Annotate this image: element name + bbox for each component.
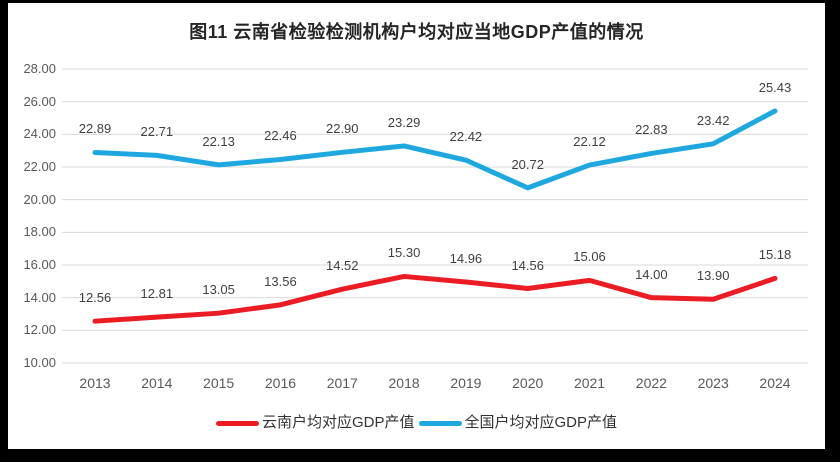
data-label: 22.42 — [449, 129, 483, 145]
x-tick-label: 2016 — [264, 375, 297, 391]
x-tick-label: 2021 — [573, 375, 606, 391]
data-label: 12.56 — [78, 290, 112, 306]
red-line-swatch-icon — [215, 420, 259, 426]
data-label: 20.72 — [511, 156, 544, 172]
y-tick-label: 28.00 — [23, 61, 56, 76]
data-label: 15.30 — [387, 245, 421, 261]
y-tick-label: 20.00 — [23, 191, 56, 207]
data-label: 14.56 — [511, 257, 544, 273]
legend-label-national: 全国户均对应GDP产值 — [464, 414, 618, 431]
series-line-1 — [92, 108, 778, 191]
y-tick-label: 24.00 — [23, 126, 56, 142]
x-tick-label: 2015 — [203, 375, 235, 391]
x-tick-label: 2013 — [79, 375, 111, 391]
data-label: 22.13 — [202, 133, 235, 149]
data-label: 14.52 — [325, 258, 359, 274]
x-tick-label: 2019 — [450, 375, 482, 391]
x-tick-label: 2017 — [326, 375, 358, 391]
x-tick-label: 2024 — [759, 375, 791, 391]
data-label: 22.89 — [78, 121, 112, 137]
data-label: 14.00 — [635, 266, 668, 282]
legend-item-national: 全国户均对应GDP产值 — [418, 414, 618, 432]
data-label: 14.96 — [449, 250, 483, 266]
legend: 云南户均对应GDP产值 全国户均对应GDP产值 — [8, 414, 825, 432]
legend-item-yunnan: 云南户均对应GDP产值 — [215, 414, 415, 432]
x-tick-label: 2023 — [697, 375, 729, 391]
data-label: 15.18 — [758, 247, 792, 263]
data-label: 13.90 — [696, 268, 730, 284]
chart-paper — [8, 3, 825, 449]
blue-line-swatch-icon — [418, 420, 462, 426]
x-tick-label: 2020 — [512, 375, 544, 391]
series-line-0 — [92, 273, 778, 324]
data-label: 22.71 — [140, 124, 174, 140]
y-tick-label: 16.00 — [23, 257, 56, 272]
data-label: 22.46 — [264, 128, 297, 144]
data-label: 25.43 — [758, 79, 792, 95]
x-tick-label: 2018 — [388, 375, 420, 391]
x-tick-label: 2022 — [635, 375, 667, 391]
y-tick-label: 10.00 — [23, 355, 56, 370]
data-label: 22.90 — [325, 121, 359, 137]
y-tick-label: 14.00 — [23, 289, 56, 305]
y-tick-label: 18.00 — [23, 224, 56, 240]
data-label: 23.29 — [387, 114, 421, 130]
data-label: 13.05 — [202, 282, 235, 298]
y-tick-label: 26.00 — [23, 93, 56, 109]
data-label: 12.81 — [140, 286, 174, 302]
y-tick-label: 12.00 — [23, 322, 56, 338]
data-label: 15.06 — [573, 249, 606, 265]
data-label: 23.42 — [696, 112, 730, 128]
legend-label-yunnan: 云南户均对应GDP产值 — [261, 414, 415, 431]
x-tick-label: 2014 — [141, 375, 173, 391]
data-label: 22.83 — [635, 122, 668, 138]
chart-title: 图11 云南省检验检测机构户均对应当地GDP产值的情况 — [189, 22, 644, 42]
data-label: 13.56 — [264, 273, 297, 289]
y-tick-label: 22.00 — [23, 159, 56, 174]
data-label: 22.12 — [573, 134, 606, 150]
